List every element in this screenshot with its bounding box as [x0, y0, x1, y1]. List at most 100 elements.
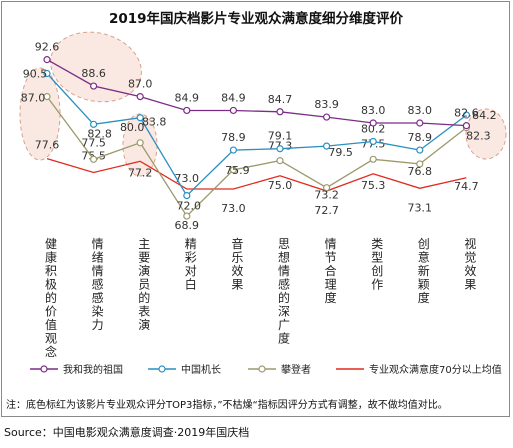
data-label-1-0: 90.5	[23, 68, 48, 81]
legend-marker-0	[40, 365, 48, 373]
category-label-8: 创意新颖度	[418, 237, 430, 305]
category-label-5: 思想情感的深广度	[278, 237, 290, 346]
category-label-9: 视觉效果	[464, 236, 476, 292]
data-point-1-8	[416, 146, 424, 154]
data-point-2-5	[276, 157, 284, 165]
data-label-0-7: 83.0	[361, 104, 386, 117]
data-label-0-0: 92.6	[35, 41, 60, 54]
category-label-2: 主要演员的表演	[138, 237, 150, 332]
data-label-0-6: 83.9	[314, 98, 339, 111]
data-label-3-8: 73.1	[408, 201, 433, 214]
series-line-0	[46, 59, 467, 127]
data-label-3-3: 73.0	[175, 172, 200, 185]
data-label-2-6: 73.2	[314, 189, 339, 202]
highlight-ellipse-3	[465, 108, 507, 160]
legend-marker-1	[158, 365, 166, 373]
data-label-3-5: 75.0	[268, 179, 293, 192]
data-label-1-7: 80.2	[361, 122, 386, 135]
data-label-1-9: 84.2	[472, 109, 497, 122]
data-point-1-6	[323, 142, 331, 150]
category-label-7: 类型创作	[371, 237, 383, 292]
data-point-0-5	[276, 108, 284, 116]
data-point-0-2	[136, 92, 144, 101]
data-label-0-4: 84.9	[221, 91, 246, 104]
data-point-1-0	[43, 69, 51, 78]
data-label-3-4: 73.0	[221, 202, 246, 215]
data-point-2-6	[323, 184, 331, 192]
data-point-0-8	[416, 119, 424, 127]
category-label-1: 情绪情感感染力	[92, 237, 104, 332]
data-label-1-6: 79.5	[328, 146, 353, 159]
data-label-3-9: 74.7	[454, 180, 479, 193]
data-label-1-5: 79.1	[268, 130, 293, 143]
category-label-4: 音乐效果	[231, 236, 243, 292]
data-point-0-6	[323, 113, 331, 121]
legend-item-3: 专业观众满意度70分以上均值	[336, 363, 502, 376]
data-label-0-5: 84.7	[268, 93, 293, 106]
data-point-2-7	[369, 155, 377, 163]
legend-item-0: 我和我的祖国	[30, 363, 123, 376]
data-label-0-8: 83.0	[408, 104, 433, 117]
legend-label-0: 我和我的祖国	[63, 363, 123, 376]
data-label-1-2: 83.8	[142, 116, 167, 129]
data-label-0-9: 82.6	[454, 107, 479, 120]
data-label-3-2: 77.2	[128, 166, 153, 179]
data-label-3-7: 75.3	[361, 179, 386, 192]
data-label-1-3: 72.0	[177, 200, 202, 213]
data-point-2-8	[416, 160, 424, 168]
footnote: 注：底色标红为该影片专业观众评分TOP3指标，”不枯燥“指标因评分方式有调整，故…	[6, 400, 448, 411]
data-label-1-8: 78.9	[408, 131, 433, 144]
legend-label-3: 专业观众满意度70分以上均值	[369, 363, 502, 376]
legend-label-1: 中国机长	[181, 363, 221, 376]
data-point-0-0	[43, 56, 51, 64]
data-point-0-9	[462, 122, 470, 130]
data-point-2-3	[183, 212, 191, 220]
series-line-2	[46, 96, 467, 218]
data-label-1-4: 78.9	[221, 131, 246, 144]
highlight-ellipse-0	[50, 31, 142, 103]
category-label-0: 健康积极的价值观念	[45, 237, 57, 359]
data-point-2-2	[136, 139, 144, 147]
data-point-2-4	[229, 166, 237, 174]
data-point-2-0	[43, 92, 51, 101]
data-label-3-0: 77.6	[35, 139, 60, 152]
data-label-2-4: 75.9	[225, 164, 250, 177]
data-label-2-9: 82.3	[466, 130, 491, 143]
series-layer: 77.675.577.273.073.075.072.775.373.174.7…	[21, 41, 497, 232]
data-label-2-1: 77.5	[81, 136, 106, 149]
category-label-3: 精彩对白	[185, 237, 197, 292]
data-point-1-9	[462, 111, 470, 119]
data-label-2-2: 80.0	[120, 121, 145, 134]
data-label-0-2: 87.0	[128, 78, 153, 91]
legend: 我和我的祖国 中国机长 攀登者 专业观众满意度70分以上均值	[30, 363, 502, 376]
data-point-1-2	[136, 114, 144, 122]
data-point-1-1	[89, 120, 98, 128]
chart-title: 2019年国庆档影片专业观众满意度细分维度评价	[109, 10, 404, 27]
data-label-3-6: 72.7	[314, 204, 339, 217]
legend-item-2: 攀登者	[248, 363, 311, 376]
data-point-0-3	[183, 106, 191, 115]
series-line-1	[46, 73, 467, 197]
data-point-0-7	[369, 119, 377, 127]
data-label-2-8: 76.8	[408, 165, 433, 178]
data-point-1-4	[229, 146, 237, 154]
chart-frame	[1, 1, 510, 417]
data-point-1-5	[276, 145, 284, 153]
series-line-3	[46, 157, 467, 192]
series-0: 92.6 88.6 87.0 84.9 84.9 84.7 83.9 83.0 83.0 82.6	[35, 41, 479, 130]
data-point-0-1	[89, 82, 98, 90]
data-label-0-1: 88.6	[81, 67, 106, 80]
data-point-2-1	[89, 155, 98, 163]
data-label-0-3: 84.9	[175, 91, 200, 104]
series-1: 90.5 82.8 83.8 72.0 78.9 79.1 79.5 80.2 78.9 84.2	[23, 68, 497, 213]
series-2: 87.077.580.068.975.977.373.277.576.882.3	[21, 92, 491, 232]
category-label-6: 情节合理度	[325, 237, 337, 305]
series-3: 77.675.577.273.073.075.072.775.373.174.7	[35, 139, 479, 217]
source-text: Source：中国电影观众满意度调查·2019年国庆档	[4, 426, 250, 439]
category-axis: 健康积极的价值观念 情绪情感感染力 主要演员的表演 精彩对白 音乐效果 思想情感的深广度 情…	[45, 236, 476, 359]
data-point-0-4	[229, 106, 237, 115]
data-point-1-3	[183, 192, 191, 200]
data-label-2-0: 87.0	[21, 92, 46, 105]
